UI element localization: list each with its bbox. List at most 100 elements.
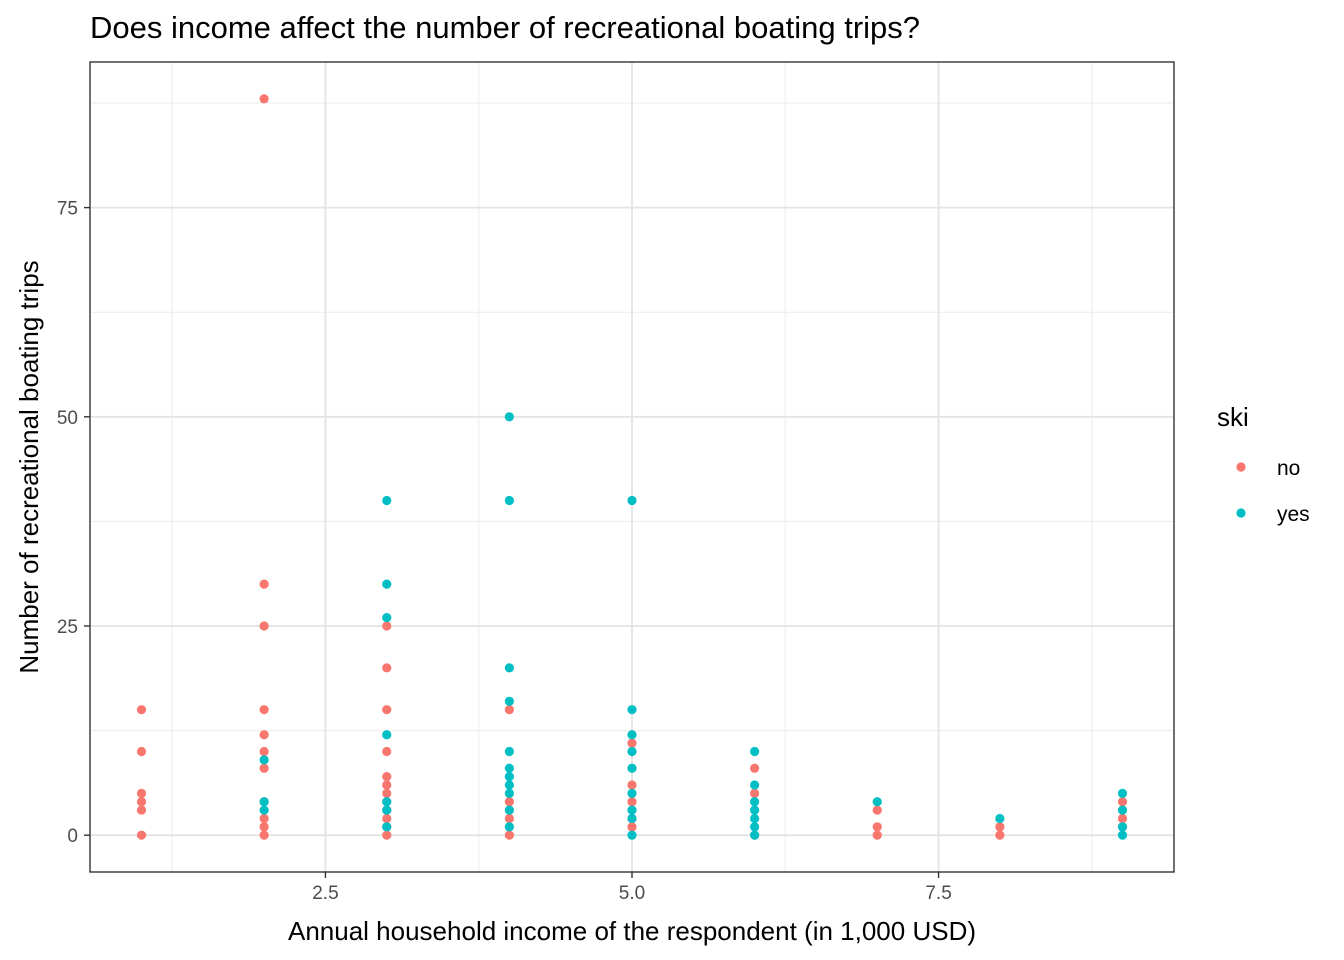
point-yes — [382, 579, 392, 589]
y-tick-label: 25 — [57, 617, 78, 638]
x-axis-title: Annual household income of the responden… — [288, 916, 976, 946]
point-no — [872, 830, 882, 840]
point-yes — [382, 797, 392, 807]
point-yes — [259, 797, 269, 807]
point-no — [627, 738, 637, 748]
legend-label-yes: yes — [1277, 503, 1310, 526]
point-yes — [504, 763, 514, 773]
point-no — [136, 788, 147, 798]
y-axis-title: Number of recreational boating trips — [14, 260, 44, 673]
y-tick-label: 0 — [67, 826, 78, 847]
legend-key-no — [1236, 462, 1246, 472]
point-yes — [504, 663, 514, 673]
point-yes — [627, 705, 637, 715]
chart-title: Does income affect the number of recreat… — [90, 10, 921, 45]
legend-title: ski — [1217, 402, 1249, 432]
point-no — [382, 780, 392, 790]
point-yes — [627, 805, 637, 815]
point-yes — [750, 830, 760, 840]
point-no — [382, 788, 392, 798]
point-no — [259, 830, 269, 840]
point-no — [259, 705, 269, 715]
point-no — [259, 763, 269, 773]
point-no — [750, 788, 760, 798]
point-no — [750, 763, 760, 773]
point-no — [872, 822, 882, 832]
point-no — [872, 805, 882, 815]
point-no — [136, 797, 147, 807]
point-yes — [504, 412, 514, 422]
point-no — [1117, 797, 1128, 807]
point-yes — [1117, 830, 1128, 840]
point-yes — [382, 805, 392, 815]
legend: ski no yes — [1217, 402, 1310, 526]
point-yes — [504, 495, 514, 506]
point-yes — [1117, 788, 1128, 798]
point-no — [136, 805, 147, 815]
point-yes — [382, 730, 392, 740]
point-yes — [627, 730, 637, 740]
point-yes — [504, 746, 514, 757]
y-tick-label: 50 — [57, 408, 78, 429]
point-no — [136, 830, 147, 840]
x-tick-label: 2.5 — [312, 883, 338, 904]
legend-key-yes — [1236, 508, 1246, 518]
legend-label-no: no — [1277, 457, 1300, 480]
point-yes — [504, 772, 514, 782]
point-yes — [627, 495, 637, 506]
point-yes — [872, 797, 882, 807]
point-no — [382, 705, 392, 715]
point-no — [382, 746, 392, 757]
point-yes — [627, 746, 637, 757]
point-no — [1117, 813, 1128, 824]
point-yes — [750, 822, 760, 832]
point-yes — [504, 788, 514, 798]
point-yes — [382, 613, 392, 623]
point-no — [382, 772, 392, 782]
point-yes — [504, 822, 514, 832]
x-tick-label: 5.0 — [619, 883, 645, 904]
point-yes — [750, 780, 760, 790]
point-no — [259, 94, 269, 104]
point-yes — [504, 696, 514, 706]
point-no — [136, 746, 147, 757]
point-yes — [750, 805, 760, 815]
point-no — [259, 822, 269, 832]
point-no — [504, 813, 514, 824]
point-yes — [627, 763, 637, 773]
point-no — [627, 780, 637, 790]
point-yes — [627, 813, 637, 824]
point-yes — [504, 780, 514, 790]
point-yes — [259, 805, 269, 815]
axes: 2.5 5.0 7.5 0 25 50 75 — [57, 199, 952, 904]
point-yes — [1117, 822, 1128, 832]
point-no — [259, 813, 269, 824]
point-no — [627, 822, 637, 832]
y-tick-label: 75 — [57, 199, 78, 220]
point-no — [259, 746, 269, 757]
point-yes — [627, 830, 637, 840]
x-tick-label: 7.5 — [925, 883, 951, 904]
point-no — [259, 621, 269, 631]
point-no — [382, 813, 392, 824]
point-no — [136, 705, 147, 715]
point-yes — [259, 755, 269, 765]
point-yes — [750, 746, 760, 757]
data-points — [136, 94, 1128, 840]
point-no — [995, 830, 1005, 840]
point-no — [504, 797, 514, 807]
point-no — [259, 730, 269, 740]
point-no — [504, 830, 514, 840]
point-no — [504, 705, 514, 715]
point-no — [382, 663, 392, 673]
point-yes — [1117, 805, 1128, 815]
point-yes — [504, 805, 514, 815]
point-yes — [750, 813, 760, 824]
point-no — [627, 797, 637, 807]
point-yes — [995, 813, 1005, 824]
point-yes — [382, 495, 392, 506]
point-yes — [750, 797, 760, 807]
point-no — [259, 579, 269, 589]
point-no — [382, 830, 392, 840]
